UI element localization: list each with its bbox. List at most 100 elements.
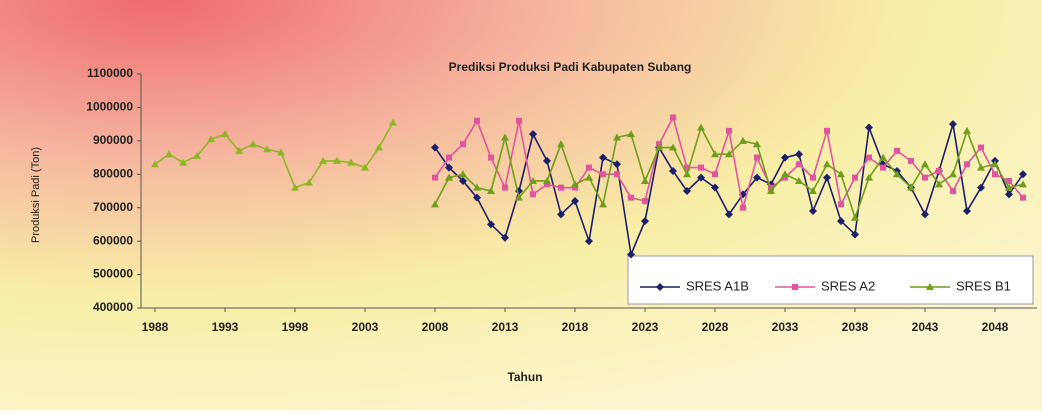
point	[431, 200, 439, 208]
point	[754, 154, 760, 161]
point	[613, 133, 621, 141]
legend-label: SRES B1	[956, 278, 1011, 293]
point	[963, 126, 971, 134]
point	[949, 120, 957, 129]
point	[683, 170, 691, 178]
point	[726, 127, 732, 134]
point	[599, 153, 607, 162]
point	[221, 130, 229, 138]
point	[585, 237, 593, 246]
point	[851, 230, 859, 239]
point	[530, 191, 536, 198]
point	[235, 146, 243, 154]
point	[865, 123, 873, 132]
point	[684, 164, 690, 171]
point	[151, 160, 159, 168]
x-tick-label: 1988	[142, 320, 169, 334]
y-tick-label: 1100000	[87, 66, 133, 80]
point	[515, 193, 523, 201]
point	[796, 161, 802, 168]
point	[767, 187, 775, 194]
point	[557, 210, 565, 219]
point	[445, 163, 453, 172]
point	[277, 148, 285, 156]
point	[529, 176, 537, 184]
point	[977, 183, 985, 192]
point	[1019, 170, 1027, 179]
y-tick-label: 400000	[93, 300, 133, 314]
y-tick-label: 1000000	[86, 100, 133, 114]
point	[753, 173, 761, 182]
x-tick-label: 2003	[352, 320, 379, 334]
point	[669, 166, 677, 175]
point	[782, 174, 788, 181]
point	[291, 183, 299, 191]
point	[1019, 180, 1027, 188]
point	[683, 187, 691, 195]
x-tick-label: 2008	[422, 320, 449, 334]
point	[725, 210, 733, 219]
chart-title: Prediksi Produksi Padi Kabupaten Subang	[449, 60, 692, 74]
legend-marker	[926, 283, 934, 290]
legend-marker	[656, 283, 664, 291]
point	[725, 150, 733, 158]
point	[711, 183, 719, 192]
point	[1020, 194, 1026, 201]
point	[460, 141, 466, 148]
x-tick-label: 2023	[632, 320, 659, 334]
point	[949, 170, 957, 178]
point	[501, 133, 509, 141]
x-tick-label: 2033	[772, 320, 799, 334]
point	[823, 160, 831, 168]
point	[641, 217, 649, 226]
point	[795, 176, 803, 184]
x-tick-label: 1998	[282, 320, 309, 334]
point	[487, 220, 495, 229]
point	[543, 156, 551, 165]
x-tick-label: 2043	[912, 320, 939, 334]
point	[586, 164, 592, 171]
point	[837, 170, 845, 178]
point	[669, 143, 677, 151]
point	[991, 160, 999, 168]
legend-label: SRES A1B	[686, 278, 749, 293]
x-tick-label: 2028	[702, 320, 729, 334]
point	[1005, 183, 1013, 191]
point	[963, 207, 971, 216]
point	[964, 161, 970, 168]
point	[880, 164, 886, 171]
point	[866, 154, 872, 161]
y-axis-label: Produksi Padi (Ton)	[30, 147, 42, 243]
point	[950, 188, 956, 194]
point	[781, 153, 789, 162]
point	[907, 183, 915, 191]
point	[711, 150, 719, 158]
x-tick-label: 2038	[842, 320, 869, 334]
point	[613, 160, 621, 169]
y-tick-label: 500000	[93, 267, 133, 281]
point	[795, 150, 803, 159]
point	[445, 173, 453, 181]
point	[627, 130, 635, 138]
point	[823, 173, 831, 182]
x-tick-label: 2013	[492, 320, 519, 334]
point	[431, 143, 439, 152]
point	[670, 114, 676, 121]
point	[459, 176, 467, 185]
point	[473, 183, 481, 191]
point	[698, 164, 704, 171]
x-axis-label: Tahun	[507, 370, 542, 384]
point	[851, 213, 859, 221]
point	[894, 147, 900, 154]
point	[614, 171, 620, 178]
point	[641, 176, 649, 184]
y-tick-label: 800000	[93, 166, 133, 180]
x-tick-label: 2018	[562, 320, 589, 334]
point	[838, 201, 844, 208]
point	[893, 170, 901, 178]
point	[753, 140, 761, 148]
x-tick-label: 2048	[982, 320, 1009, 334]
point	[375, 143, 383, 151]
